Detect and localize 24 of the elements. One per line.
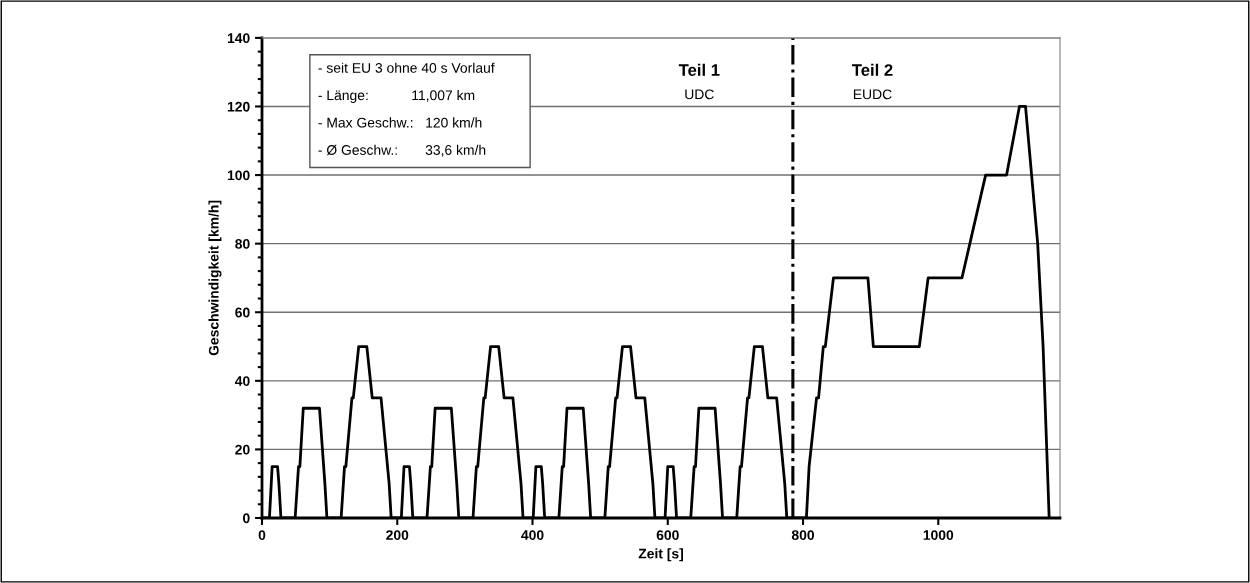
- x-tick-label: 800: [791, 530, 815, 540]
- y-tick-label: 40: [234, 376, 250, 386]
- annotation: EUDC: [853, 89, 892, 100]
- x-tick-label: 600: [656, 530, 679, 540]
- y-axis-title: Geschwindigkeit [km/h]: [208, 200, 222, 356]
- x-tick-label: 400: [521, 530, 544, 540]
- y-tick-label: 100: [227, 170, 250, 181]
- annotation: UDC: [685, 89, 714, 100]
- x-tick-label: 1000: [923, 530, 954, 540]
- x-tick-label: 200: [386, 530, 409, 540]
- y-tick-label: 80: [235, 238, 250, 249]
- x-axis-title: Zeit [s]: [638, 548, 683, 562]
- annotation: - Ø Geschw.: 33,6 km/h: [318, 144, 486, 157]
- y-tick-label: 120: [227, 101, 250, 112]
- y-tick-label: 140: [227, 33, 250, 44]
- y-tick-label: 0: [243, 513, 250, 524]
- y-tick-label: 20: [235, 444, 250, 455]
- y-tick-label: 60: [235, 307, 250, 318]
- annotation: - Max Geschw.: 120 km/h: [318, 117, 482, 128]
- annotation: - seit EU 3 ohne 40 s Vorlauf: [318, 62, 495, 73]
- x-tick-label: 0: [258, 530, 266, 540]
- annotation: Teil 2: [851, 63, 893, 76]
- annotation: - Länge: 11,007 km: [318, 89, 475, 103]
- annotation: Teil 1: [678, 63, 720, 76]
